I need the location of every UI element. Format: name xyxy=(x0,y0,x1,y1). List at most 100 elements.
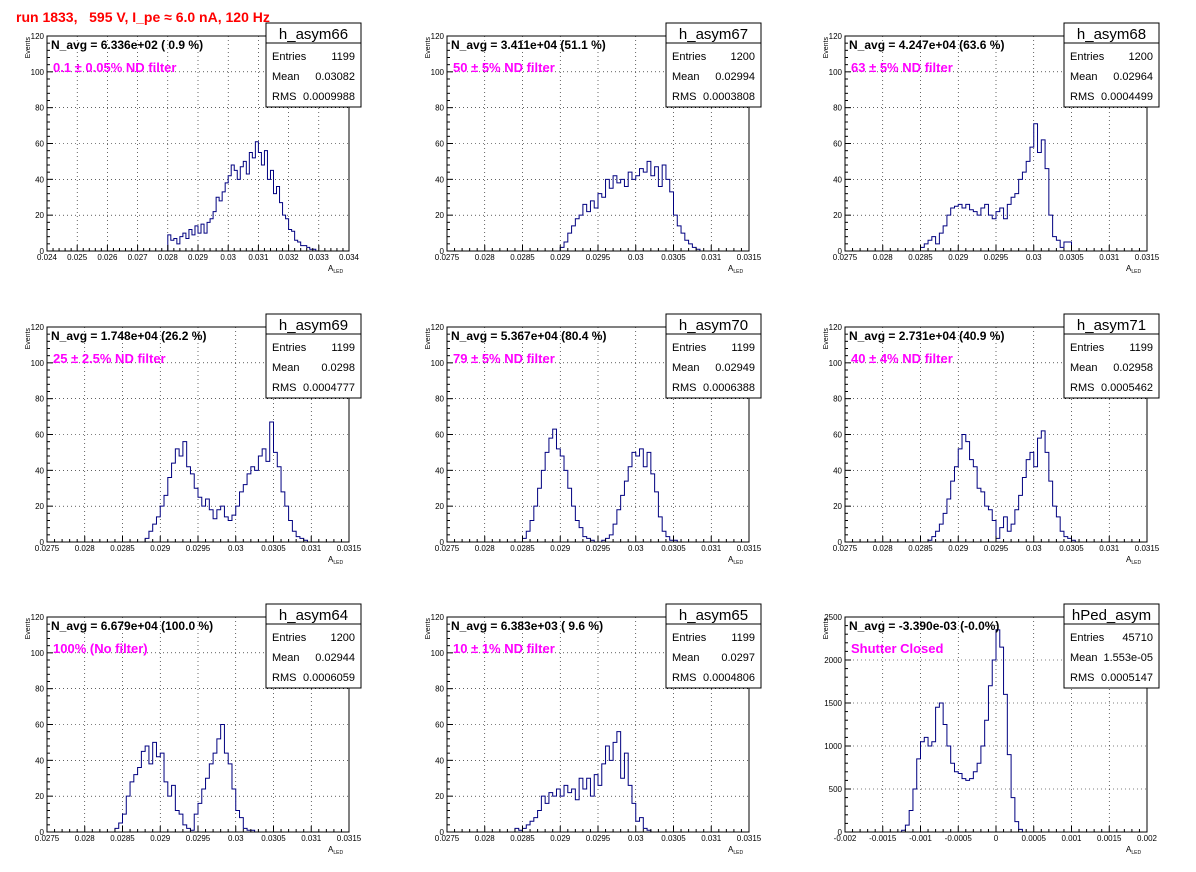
stats-label: Entries xyxy=(1070,342,1105,354)
stats-label: RMS xyxy=(1070,91,1094,103)
histogram-line xyxy=(114,724,256,832)
x-tick-label: 0.0295 xyxy=(586,253,611,262)
y-tick-label: 20 xyxy=(35,211,44,220)
stats-label: Entries xyxy=(272,51,307,63)
y-axis-title: Events xyxy=(25,37,32,59)
stats-value: 0.02994 xyxy=(715,71,755,83)
y-tick-label: 1000 xyxy=(824,742,842,751)
x-tick-label: 0.0015 xyxy=(1097,834,1122,843)
y-tick-label: 60 xyxy=(435,140,444,149)
x-axis-title-subscript: LED xyxy=(733,850,743,856)
histogram-panel-h_asym66: 0.024 0.025 0.026 0.027 0.028 0.029 0.03 0.031 0… xyxy=(25,22,362,275)
y-tick-label: 20 xyxy=(833,502,842,511)
stats-value: 0.03082 xyxy=(315,71,355,83)
y-tick-label: 100 xyxy=(431,649,445,658)
y-tick-label: 120 xyxy=(431,323,445,332)
x-axis-title-subscript: LED xyxy=(333,560,343,566)
x-tick-label: 0.031 xyxy=(301,544,322,553)
stats-box xyxy=(665,603,762,689)
y-tick-label: 0 xyxy=(440,538,445,547)
stats-title: h_asym69 xyxy=(279,317,348,334)
stats-value: 1199 xyxy=(731,632,755,644)
x-tick-label: 0.028 xyxy=(873,544,894,553)
x-tick-label: 0.033 xyxy=(309,253,330,262)
x-tick-label: 0.03 xyxy=(228,834,244,843)
x-tick-label: 0.031 xyxy=(701,544,722,553)
y-tick-label: 80 xyxy=(435,395,444,404)
x-axis-title: ALED xyxy=(728,264,743,275)
histogram-line xyxy=(514,731,652,832)
x-tick-label: 0.0295 xyxy=(586,544,611,553)
y-tick-label: 0 xyxy=(838,828,843,837)
y-axis-title: Events xyxy=(823,618,830,640)
y-tick-label: 80 xyxy=(435,685,444,694)
filter-annotation: 79 ± 5% ND filter xyxy=(453,351,555,366)
x-tick-label: 0.001 xyxy=(1061,834,1082,843)
histogram-panel-h_asym65: 0.0275 0.028 0.0285 0.029 0.0295 0.03 0.0305 0.… xyxy=(425,603,762,856)
x-tick-label: 0.0295 xyxy=(586,834,611,843)
x-tick-label: 0.027 xyxy=(128,253,149,262)
stats-value: 0.0004777 xyxy=(303,382,355,394)
x-axis-title: ALED xyxy=(728,845,743,856)
x-tick-label: 0.03 xyxy=(628,834,644,843)
x-tick-label: 0.0285 xyxy=(110,834,135,843)
y-tick-label: 60 xyxy=(435,721,444,730)
histogram-line xyxy=(167,141,319,252)
stats-label: Entries xyxy=(1070,632,1105,644)
histogram-panel-h_asym64: 0.0275 0.028 0.0285 0.029 0.0295 0.03 0.0305 0.… xyxy=(25,603,362,856)
stats-label: RMS xyxy=(672,91,696,103)
stats-value: 0.0006059 xyxy=(303,672,355,684)
y-tick-label: 80 xyxy=(35,685,44,694)
stats-box xyxy=(265,313,362,399)
x-tick-label: 0.029 xyxy=(550,544,571,553)
x-tick-label: 0.0305 xyxy=(1059,544,1084,553)
y-tick-label: 40 xyxy=(35,466,44,475)
y-tick-label: 20 xyxy=(35,502,44,511)
y-tick-label: 100 xyxy=(829,68,843,77)
y-tick-label: 20 xyxy=(435,792,444,801)
navg-label: N_avg = -3.390e-03 (-0.0%) xyxy=(849,619,999,633)
x-tick-label: 0.0285 xyxy=(510,834,535,843)
stats-label: Mean xyxy=(672,652,700,664)
y-tick-label: 120 xyxy=(431,32,445,41)
stats-label: RMS xyxy=(1070,382,1094,394)
x-axis-title: ALED xyxy=(328,264,343,275)
x-axis-title-subscript: LED xyxy=(733,560,743,566)
x-axis-title-subscript: LED xyxy=(333,850,343,856)
run-title: run 1833, 595 V, I_pe ≈ 6.0 nA, 120 Hz xyxy=(16,9,270,25)
x-axis-title-subscript: LED xyxy=(333,269,343,275)
stats-value: 45710 xyxy=(1122,632,1153,644)
x-tick-label: 0.0315 xyxy=(337,834,362,843)
x-tick-label: 0.0315 xyxy=(337,544,362,553)
y-tick-label: 0 xyxy=(838,538,843,547)
x-tick-label: 0.0275 xyxy=(833,253,858,262)
x-tick-label: 0.03 xyxy=(1026,544,1042,553)
y-tick-label: 40 xyxy=(833,466,842,475)
x-tick-label: 0.034 xyxy=(339,253,360,262)
filter-annotation: 25 ± 2.5% ND filter xyxy=(53,351,166,366)
y-axis-title: Events xyxy=(823,37,830,59)
x-tick-label: 0.029 xyxy=(150,834,171,843)
navg-label: N_avg = 2.731e+04 (40.9 %) xyxy=(849,329,1004,343)
y-tick-label: 1500 xyxy=(824,699,842,708)
y-tick-label: 0 xyxy=(838,247,843,256)
y-tick-label: 100 xyxy=(31,649,45,658)
stats-box xyxy=(1063,603,1160,689)
histogram-panel-h_asym69: 0.0275 0.028 0.0285 0.029 0.0295 0.03 0.0305 0.… xyxy=(25,313,362,566)
x-tick-label: 0.0285 xyxy=(110,544,135,553)
x-tick-label: 0.0305 xyxy=(661,544,686,553)
x-tick-label: 0.0315 xyxy=(1135,544,1160,553)
stats-label: RMS xyxy=(272,672,296,684)
y-tick-label: 40 xyxy=(435,756,444,765)
navg-label: N_avg = 6.336e+02 ( 0.9 %) xyxy=(51,38,203,52)
stats-value: 0.0004806 xyxy=(703,672,755,684)
x-tick-label: 0.031 xyxy=(301,834,322,843)
x-tick-label: 0.0295 xyxy=(984,544,1009,553)
x-tick-label: -0.0005 xyxy=(945,834,973,843)
y-tick-label: 40 xyxy=(435,466,444,475)
stats-label: Entries xyxy=(1070,51,1105,63)
stats-label: Mean xyxy=(1070,652,1098,664)
x-tick-label: 0.03 xyxy=(628,253,644,262)
navg-label: N_avg = 4.247e+04 (63.6 %) xyxy=(849,38,1004,52)
